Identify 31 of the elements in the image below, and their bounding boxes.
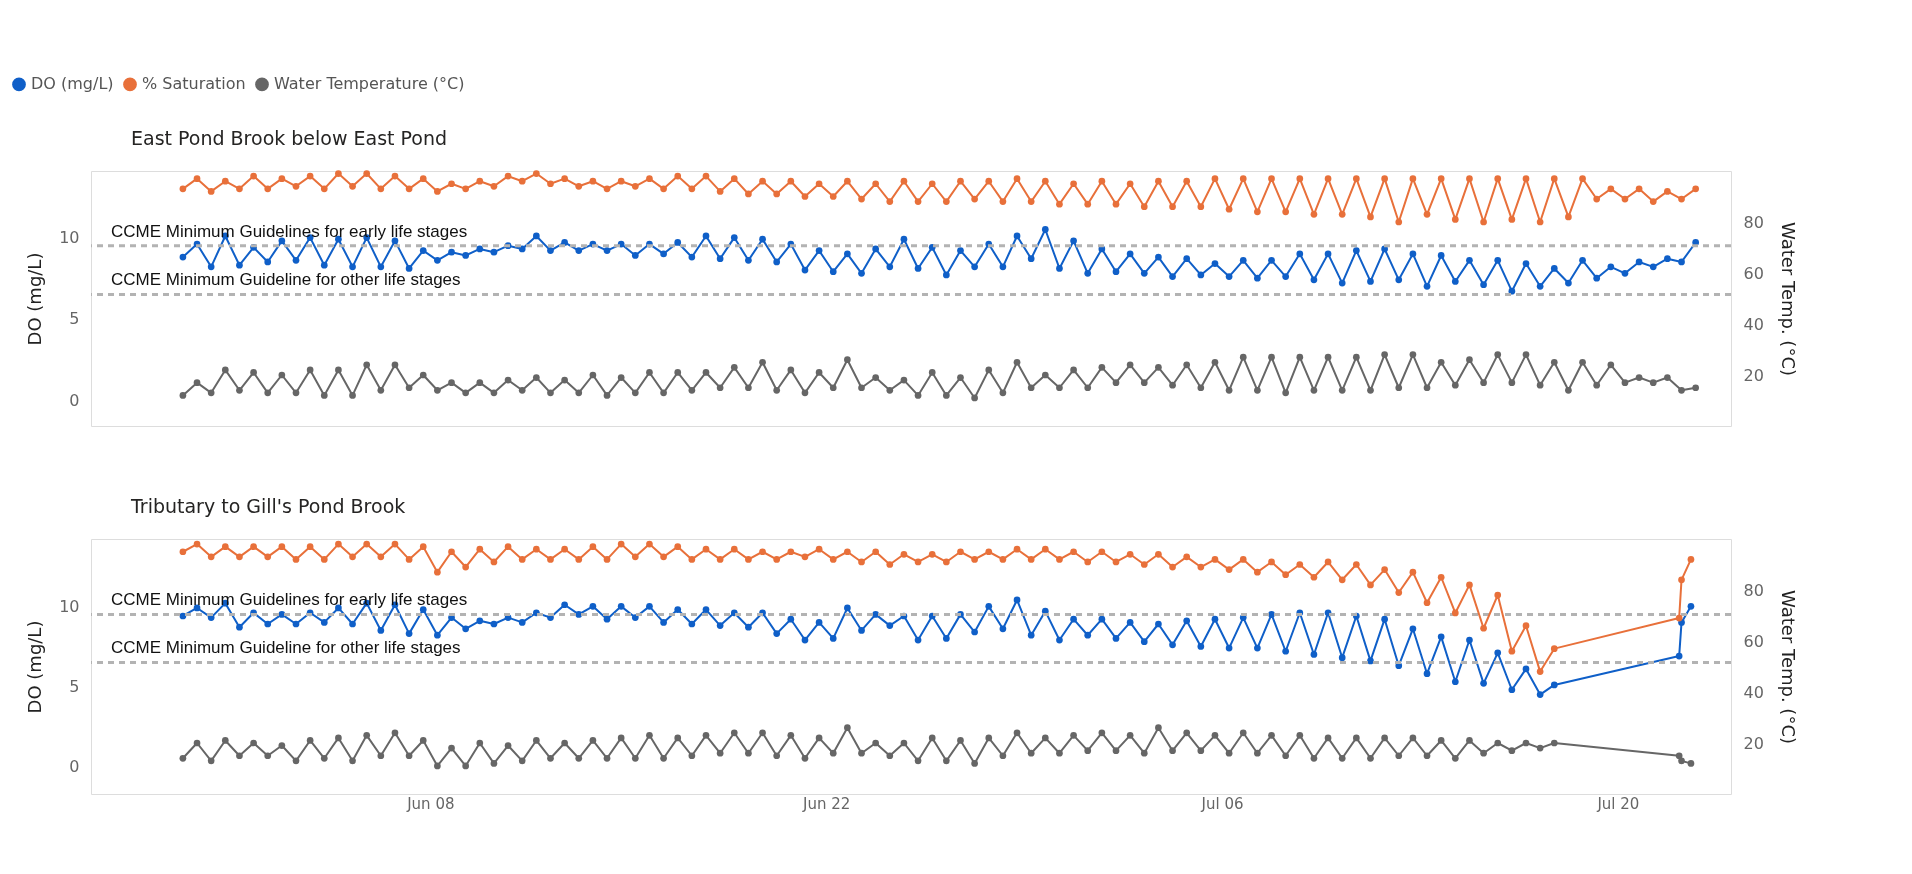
ref-line-label: CCME Minimum Guideline for other life stages: [111, 638, 461, 658]
legend-label: % Saturation: [142, 74, 246, 94]
y2-tick-label: 40: [1743, 682, 1764, 702]
legend-label: DO (mg/L): [31, 74, 114, 94]
y2-tick-label: 60: [1743, 263, 1764, 283]
y2-tick-label: 20: [1743, 733, 1764, 753]
ref-line-label: CCME Minimum Guidelines for early life stages: [111, 590, 468, 610]
y-tick-label: 0: [69, 757, 80, 777]
y-tick-label: 10: [59, 596, 80, 616]
x-tick-label: Jun 22: [802, 794, 851, 813]
y2-tick-label: 80: [1743, 580, 1764, 600]
y2-tick-label: 40: [1743, 314, 1764, 334]
legend-label: Water Temperature (°C): [274, 74, 465, 94]
y2-tick-label: 60: [1743, 631, 1764, 651]
y2-tick-label: 20: [1743, 365, 1764, 385]
ref-line-label: CCME Minimum Guidelines for early life stages: [111, 221, 468, 241]
chart-title: Tributary to Gill's Pond Brook: [130, 495, 406, 517]
y-axis-title: DO (mg/L): [24, 252, 46, 346]
ref-line-label: CCME Minimum Guideline for other life stages: [111, 270, 461, 290]
y-tick-label: 0: [69, 390, 80, 410]
y2-axis-title: Water Temp. (°C): [1777, 590, 1799, 744]
y-axis-title: DO (mg/L): [24, 620, 46, 714]
x-tick-label: Jul 06: [1200, 794, 1244, 813]
chart-title: East Pond Brook below East Pond: [131, 127, 448, 149]
y-tick-label: 5: [69, 677, 80, 697]
y-tick-label: 10: [59, 228, 80, 248]
x-tick-label: Jun 08: [406, 794, 455, 813]
y2-axis-title: Water Temp. (°C): [1777, 222, 1799, 376]
x-tick-label: Jul 20: [1596, 794, 1640, 813]
y-tick-label: 5: [69, 309, 80, 329]
y2-tick-label: 80: [1743, 212, 1764, 232]
